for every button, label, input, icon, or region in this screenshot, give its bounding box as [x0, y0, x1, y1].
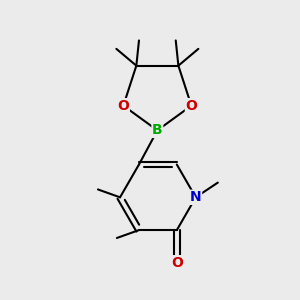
- Text: B: B: [152, 123, 163, 137]
- Text: O: O: [171, 256, 183, 270]
- Text: O: O: [185, 99, 197, 113]
- Text: O: O: [117, 99, 129, 113]
- Text: N: N: [190, 190, 202, 204]
